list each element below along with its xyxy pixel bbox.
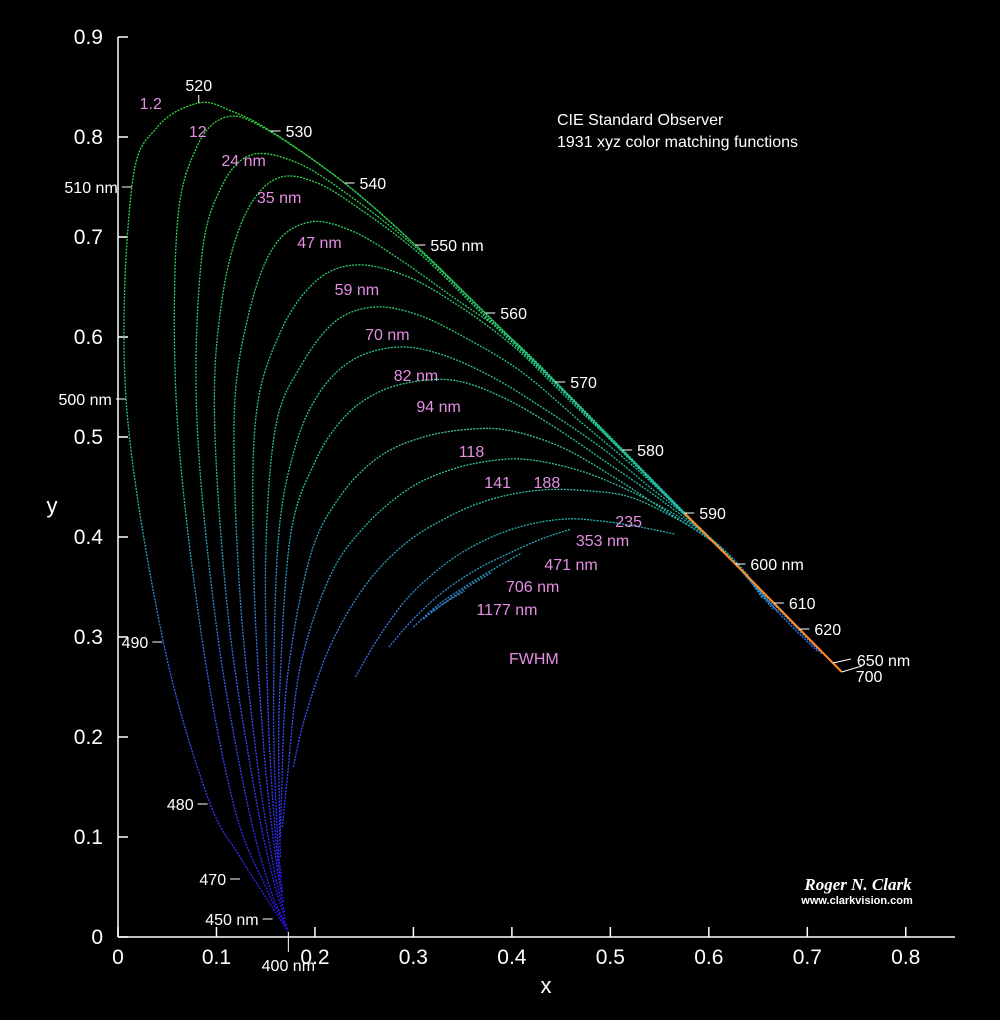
x-tick-label: 0.8 [891,946,920,969]
fwhm-label: 12 [189,124,207,141]
fwhm-label: 118 [459,444,485,461]
fwhm-title: FWHM [509,651,559,668]
wavelength-label: 490 [122,635,149,652]
wavelength-label: 400 nm [262,958,315,975]
signature-url: www.clarkvision.com [800,895,913,907]
x-tick-label: 0.3 [399,946,428,969]
x-tick-label: 0.1 [202,946,231,969]
wavelength-label: 580 [637,443,664,460]
series-curve [173,115,838,930]
red-locus-segment [683,512,843,673]
x-tick-label: 0.7 [793,946,822,969]
fwhm-label: 235 [615,514,642,531]
fwhm-label: 70 nm [365,327,409,344]
y-tick-label: 0.8 [74,126,103,149]
series-curve [272,346,779,878]
spectral-locus-labels: 520 530 540 550 nm 560 570 580 590 600 nm 610 620 6… [59,78,911,975]
wavelength-label: 500 nm [59,392,112,409]
wavelength-label: 480 [167,797,194,814]
series-curve [388,528,572,648]
y-tick-label: 0.3 [74,626,103,649]
wavelength-label: 520 [185,78,212,95]
wavelength-label: 620 [814,622,841,639]
fwhm-label: 188 [534,475,561,492]
wavelength-tick [841,665,862,673]
fwhm-label: 24 nm [221,153,265,170]
series-curve [422,571,493,620]
x-tick-label: 0.6 [694,946,723,969]
wavelength-label: 650 nm [857,653,910,670]
chart-title-line-1: CIE Standard Observer [557,112,724,129]
wavelength-label: 550 nm [430,238,483,255]
y-axis-title: y [47,493,58,518]
series-curve [264,306,818,893]
x-tick-label: 0.2 [300,946,329,969]
fwhm-label: 94 nm [416,399,460,416]
wavelength-label: 470 [199,872,226,889]
fwhm-labels: 1.2 12 24 nm 35 nm 47 nm 59 nm 70 nm 82 nm 94 nm… [140,96,642,619]
fwhm-label: 141 [484,475,511,492]
fwhm-label: 82 nm [394,368,438,385]
fwhm-label: 1177 nm [476,602,537,619]
axes: 0 0.1 0.2 0.3 0.4 0.5 0.6 0.7 0.8 0.9 0 0.1 0.2 0.3 0.… [74,26,955,969]
series-curve [292,488,724,768]
wavelength-tick [832,658,852,664]
series-curve [213,175,833,920]
y-tick-label: 0 [91,926,103,949]
wavelength-label: 610 [789,596,816,613]
chart-title-line-2: 1931 xyz color matching functions [557,134,798,151]
series-curve [252,264,823,903]
wavelength-label: 450 nm [205,912,258,929]
series-curve [281,458,749,828]
x-tick-label: 0.5 [596,946,625,969]
fwhm-label: 1.2 [140,96,162,113]
wavelength-label: 510 nm [64,180,117,197]
wavelength-label: 540 [359,176,386,193]
series-curve [279,427,764,838]
wavelength-label: 590 [699,506,726,523]
fwhm-label: 706 nm [506,579,559,596]
series-curve [123,101,843,933]
fwhm-label: 47 nm [297,235,341,252]
y-tick-label: 0.2 [74,726,103,749]
y-tick-label: 0.6 [74,326,103,349]
wavelength-label: 570 [570,375,597,392]
y-tick-label: 0.9 [74,26,103,49]
series-layer [123,101,843,933]
wavelength-label: 530 [286,124,313,141]
x-tick-label: 0 [112,946,124,969]
series-curve [412,552,523,628]
y-tick-label: 0.7 [74,226,103,249]
y-tick-label: 0.1 [74,826,103,849]
wavelength-label: 560 [500,306,527,323]
y-tick-label: 0.4 [74,526,104,549]
x-axis-title: x [541,973,552,998]
signature-name: Roger N. Clark [803,875,912,894]
wavelength-label: 600 nm [750,557,803,574]
x-tick-label: 0.4 [497,946,527,969]
fwhm-label: 59 nm [335,282,379,299]
fwhm-label: 471 nm [544,557,597,574]
y-tick-label: 0.5 [74,426,103,449]
wavelength-label: 700 [856,669,883,686]
series-curve [354,518,675,678]
series-curve [430,590,465,613]
fwhm-label: 35 nm [257,190,301,207]
fwhm-label: 353 nm [576,533,629,550]
series-curve [278,378,774,858]
series-curve [195,152,836,926]
